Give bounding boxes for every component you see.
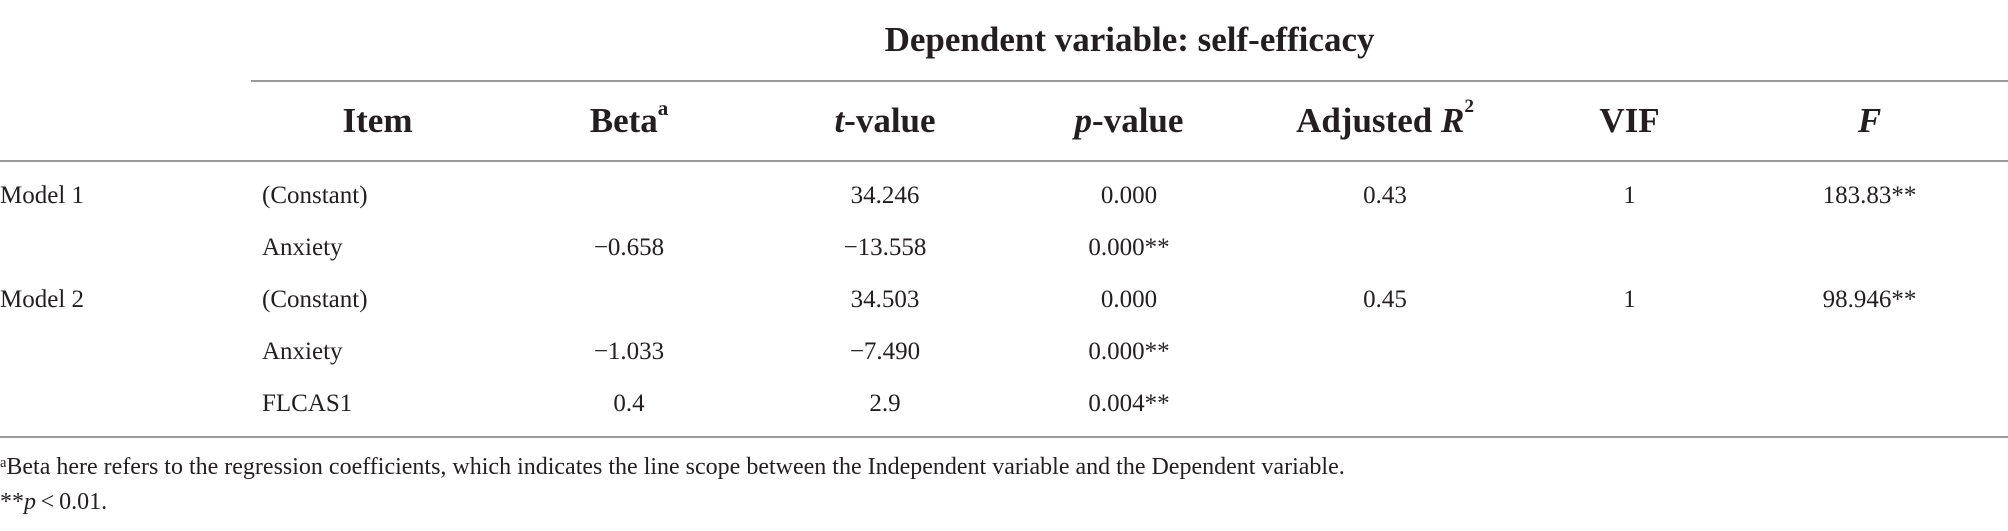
- cell-model: [0, 222, 251, 274]
- cell-adjusted-r2: [1242, 326, 1528, 378]
- cell-vif: [1528, 222, 1731, 274]
- cell-adjusted-r2: [1242, 222, 1528, 274]
- cell-item: Anxiety: [262, 234, 343, 261]
- table-row: Model 1 (Constant) 34.246 0.000 0.43 1 1…: [0, 161, 2008, 222]
- cell-vif: [1528, 326, 1731, 378]
- header-model-blank: [0, 81, 251, 162]
- table-row: FLCAS1 0.4 2.9 0.004**: [0, 378, 2008, 438]
- header-beta-text: Beta: [589, 101, 658, 140]
- header-item: Item: [251, 81, 504, 162]
- header-beta-footnote-mark: a: [657, 95, 669, 120]
- cell-beta: −1.033: [593, 338, 665, 365]
- table-row: Anxiety −0.658 −13.558 0.000**: [0, 222, 2008, 274]
- cell-item: (Constant): [262, 286, 368, 313]
- cell-adjusted-r2: 0.45: [1363, 286, 1407, 313]
- cell-model: Model 2: [0, 286, 85, 313]
- cell-model: Model 1: [0, 182, 85, 209]
- cell-model: [0, 378, 251, 438]
- table-row: Model 2 (Constant) 34.503 0.000 0.45 1 9…: [0, 274, 2008, 326]
- cell-t-value: 2.9: [754, 378, 1016, 438]
- header-p-italic: p: [1074, 101, 1093, 140]
- header-f-italic: F: [1857, 101, 1882, 140]
- cell-t-value: −7.490: [849, 338, 921, 365]
- cell-t-value: −13.558: [843, 234, 927, 261]
- header-vif: VIF: [1528, 81, 1731, 162]
- cell-vif: 1: [1623, 286, 1636, 313]
- regression-table: Dependent variable: self-efficacy Item B…: [0, 0, 2008, 438]
- footnote-beta-mark: a: [0, 455, 7, 472]
- header-beta: Betaa: [504, 81, 754, 162]
- cell-f: 183.83**: [1822, 182, 1917, 209]
- cell-p-value: 0.000: [1100, 286, 1158, 313]
- cell-beta: −0.658: [593, 234, 665, 261]
- cell-t-value: 34.503: [850, 286, 920, 313]
- cell-vif: [1528, 378, 1731, 438]
- cell-f: 98.946**: [1822, 286, 1917, 313]
- cell-p-value: 0.000: [1100, 182, 1158, 209]
- header-p-value: p-value: [1016, 81, 1242, 162]
- cell-t-value: 34.246: [850, 182, 920, 209]
- table-row: Anxiety −1.033 −7.490 0.000**: [0, 326, 2008, 378]
- footnote-significance-stars: **: [0, 489, 24, 515]
- cell-beta: [504, 161, 754, 222]
- dependent-spacer: [0, 0, 251, 81]
- cell-f: [1731, 326, 2008, 378]
- footnote-significance-p: p: [24, 489, 36, 515]
- header-adjusted-r2: Adjusted R2: [1242, 81, 1528, 162]
- header-t-rest: -value: [844, 101, 936, 140]
- footnote-significance-threshold: < 0.01.: [36, 489, 108, 515]
- cell-f: [1731, 378, 2008, 438]
- cell-vif: 1: [1623, 182, 1636, 209]
- cell-item: (Constant): [262, 182, 368, 209]
- cell-adjusted-r2: [1242, 378, 1528, 438]
- footnote-significance: **p < 0.01.: [0, 485, 1345, 520]
- header-adjr-italic: R: [1440, 101, 1465, 140]
- table-footnotes: aBeta here refers to the regression coef…: [0, 450, 1345, 520]
- cell-adjusted-r2: 0.43: [1363, 182, 1407, 209]
- header-adjr-text: Adjusted: [1296, 101, 1441, 140]
- column-header-row: Item Betaa t-value p-value Adjusted R2 V…: [0, 81, 2008, 162]
- cell-beta: [504, 274, 754, 326]
- cell-beta: 0.4: [504, 378, 754, 438]
- dependent-variable-row: Dependent variable: self-efficacy: [0, 0, 2008, 82]
- dependent-variable-label: Dependent variable: self-efficacy: [251, 0, 2008, 82]
- cell-f: [1731, 222, 2008, 274]
- footnote-beta-text: Beta here refers to the regression coeff…: [6, 454, 1345, 480]
- cell-item: Anxiety: [262, 338, 343, 365]
- header-adjr-sup: 2: [1464, 96, 1474, 118]
- footnote-beta: aBeta here refers to the regression coef…: [0, 450, 1345, 485]
- cell-model: [0, 326, 251, 378]
- cell-p-value: 0.000**: [1088, 234, 1170, 261]
- cell-p-value: 0.000**: [1088, 338, 1170, 365]
- header-p-rest: -value: [1092, 101, 1184, 140]
- cell-item: FLCAS1: [251, 378, 504, 438]
- header-t-value: t-value: [754, 81, 1016, 162]
- header-t-italic: t: [834, 101, 845, 140]
- cell-p-value: 0.004**: [1016, 378, 1242, 438]
- header-f: F: [1731, 81, 2008, 162]
